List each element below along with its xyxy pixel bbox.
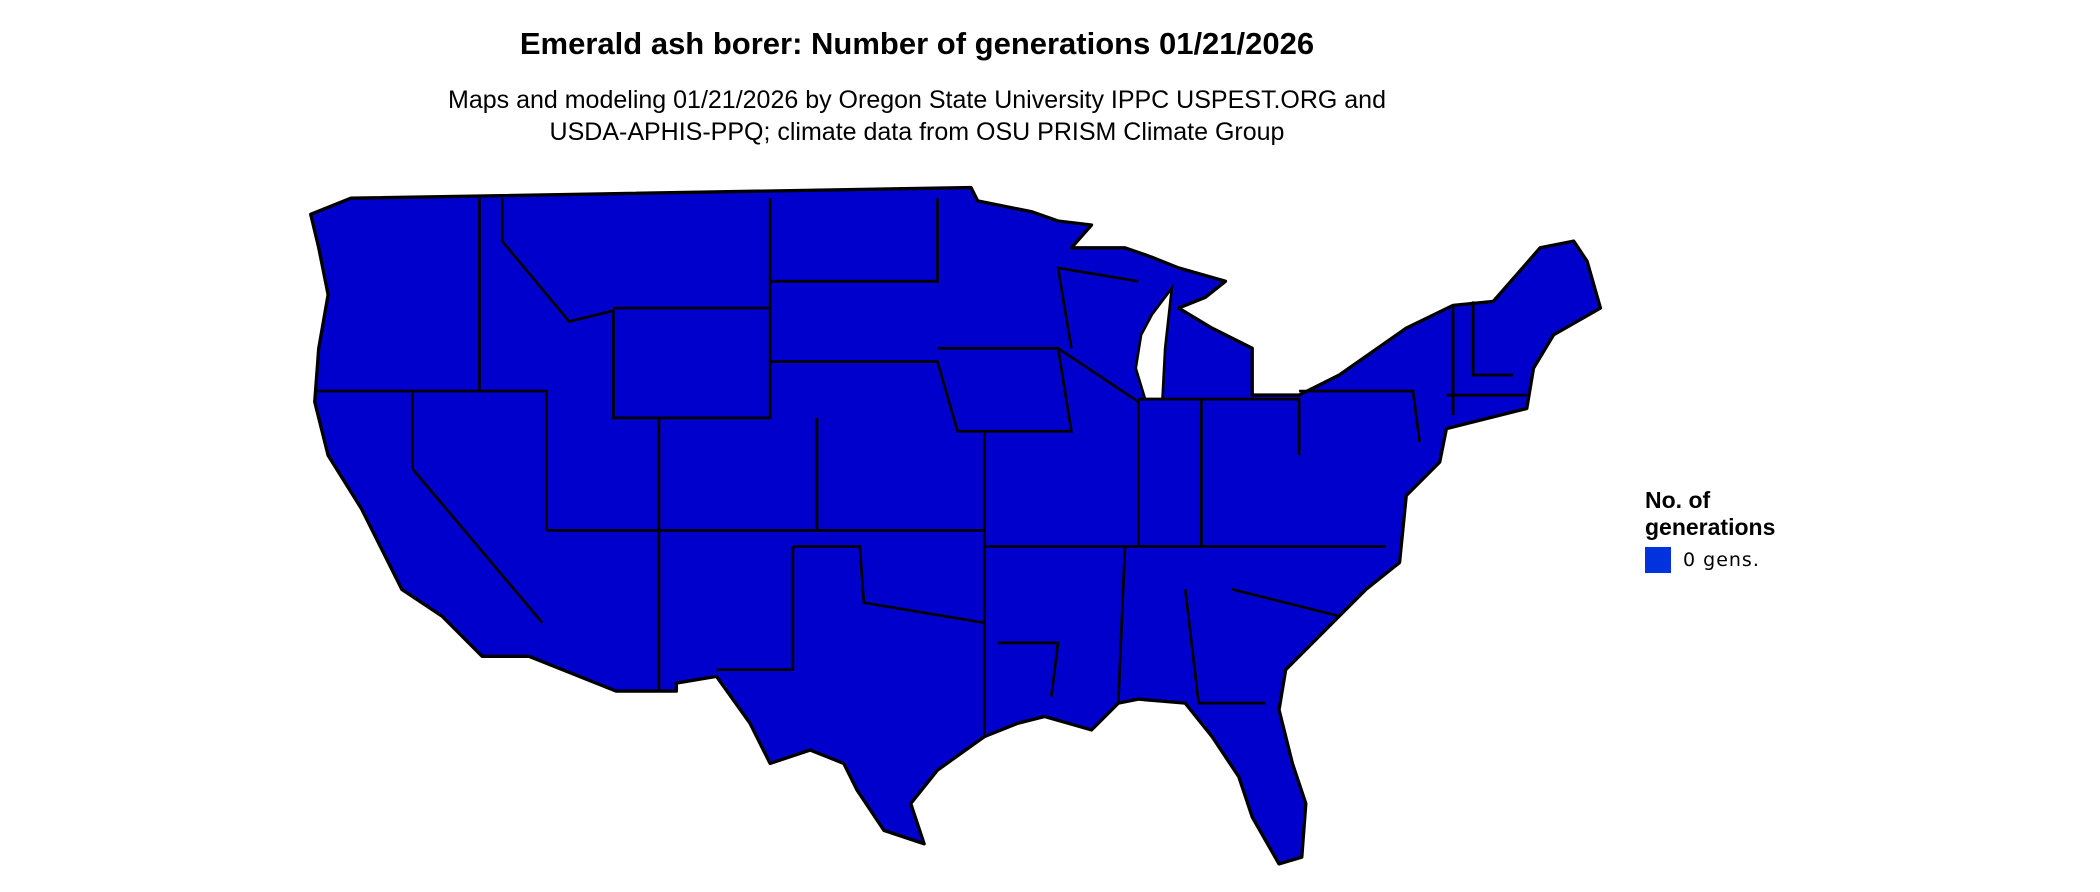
legend-title-line-2: generations xyxy=(1645,514,1776,540)
legend-label: 0 gens. xyxy=(1683,549,1760,571)
legend-title-line-1: No. of xyxy=(1645,487,1711,513)
legend-item: 0 gens. xyxy=(1645,547,1775,573)
subtitle-line-2: USDA-APHIS-PPQ; climate data from OSU PR… xyxy=(549,118,1285,146)
map-title: Emerald ash borer: Number of generations… xyxy=(519,26,1315,61)
state-borders xyxy=(316,198,1527,737)
us-states-fill xyxy=(309,185,1603,866)
legend-title: No. of generations xyxy=(1645,487,1775,541)
legend-swatch xyxy=(1645,547,1671,573)
map-subtitle: Maps and modeling 01/21/2026 by Oregon S… xyxy=(0,84,1834,148)
legend: No. of generations 0 gens. xyxy=(1645,487,1775,573)
subtitle-line-1: Maps and modeling 01/21/2026 by Oregon S… xyxy=(448,86,1386,114)
